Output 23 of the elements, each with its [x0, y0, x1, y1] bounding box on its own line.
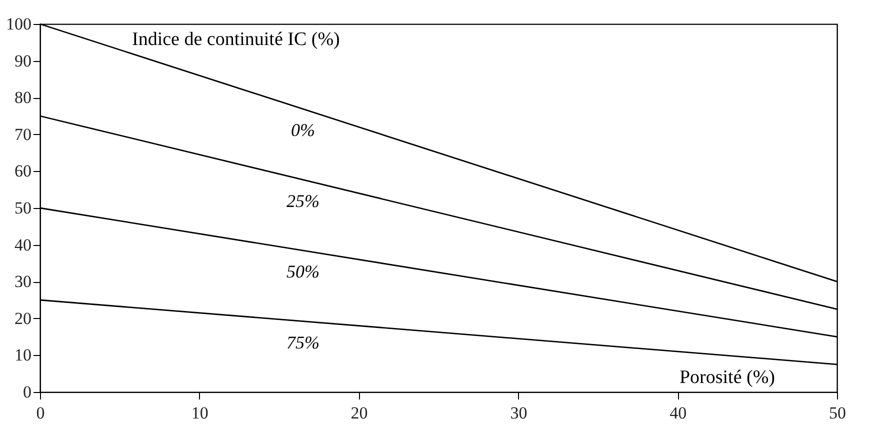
x-tick-label: 30 — [510, 404, 528, 422]
x-tick-label: 20 — [350, 404, 368, 422]
y-tick-label: 50 — [14, 198, 32, 218]
y-tick-label: 30 — [14, 272, 32, 292]
y-tick-label: 60 — [14, 162, 32, 181]
series-label: 50% — [286, 262, 320, 282]
series-label: 75% — [286, 332, 320, 352]
series-label: 0% — [291, 120, 316, 140]
x-tick-label: 10 — [191, 404, 208, 422]
x-tick-label: 0 — [36, 404, 45, 422]
y-tick-label: 40 — [14, 235, 32, 254]
series-label: 25% — [286, 190, 320, 211]
y-tick-label: 20 — [14, 308, 32, 328]
y-tick-label: 80 — [14, 88, 32, 108]
y-axis-title: Indice de continuité IC (%) — [132, 29, 340, 50]
y-tick-label: 90 — [14, 51, 32, 70]
x-axis-title: Porosité (%) — [679, 367, 775, 388]
y-tick-label: 0 — [23, 382, 32, 402]
x-tick-label: 40 — [670, 404, 687, 422]
x-tick-label: 50 — [829, 404, 846, 422]
y-tick-label: 100 — [6, 14, 32, 34]
y-tick-label: 10 — [14, 346, 32, 365]
y-tick-label: 70 — [14, 124, 32, 144]
